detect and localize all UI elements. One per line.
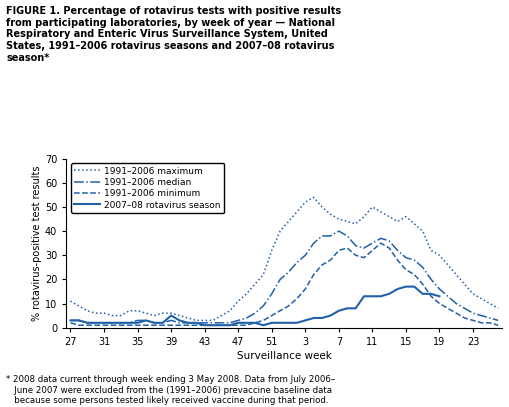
- 1991–2006 median: [276, 277, 282, 282]
- 2007–08 rotavirus season: [410, 284, 416, 289]
- 1991–2006 minimum: [352, 253, 358, 258]
- 2007–08 rotavirus season: [210, 323, 216, 328]
- 2007–08 rotavirus season: [218, 323, 224, 328]
- 2007–08 rotavirus season: [251, 320, 258, 325]
- 2007–08 rotavirus season: [419, 291, 425, 296]
- 2007–08 rotavirus season: [76, 318, 82, 323]
- 1991–2006 median: [84, 320, 90, 325]
- 2007–08 rotavirus season: [84, 320, 90, 325]
- 2007–08 rotavirus season: [327, 313, 333, 318]
- 1991–2006 median: [302, 253, 308, 258]
- 2007–08 rotavirus season: [369, 294, 375, 299]
- 1991–2006 maximum: [67, 299, 73, 304]
- 1991–2006 minimum: [76, 323, 82, 328]
- 1991–2006 maximum: [360, 214, 366, 219]
- Line: 1991–2006 median: 1991–2006 median: [70, 231, 497, 323]
- 2007–08 rotavirus season: [377, 294, 383, 299]
- Legend: 1991–2006 maximum, 1991–2006 median, 1991–2006 minimum, 2007–08 rotavirus season: 1991–2006 maximum, 1991–2006 median, 199…: [71, 163, 224, 213]
- 2007–08 rotavirus season: [168, 313, 174, 318]
- 2007–08 rotavirus season: [393, 287, 400, 291]
- 2007–08 rotavirus season: [235, 320, 241, 325]
- 2007–08 rotavirus season: [402, 284, 408, 289]
- 2007–08 rotavirus season: [436, 294, 442, 299]
- 2007–08 rotavirus season: [93, 320, 99, 325]
- 2007–08 rotavirus season: [126, 320, 132, 325]
- 2007–08 rotavirus season: [193, 320, 199, 325]
- 2007–08 rotavirus season: [118, 320, 124, 325]
- 1991–2006 median: [335, 229, 341, 234]
- 1991–2006 minimum: [109, 323, 115, 328]
- 1991–2006 maximum: [344, 219, 350, 224]
- Line: 1991–2006 maximum: 1991–2006 maximum: [70, 197, 497, 320]
- Y-axis label: % rotavirus-positive test results: % rotavirus-positive test results: [32, 165, 42, 321]
- 2007–08 rotavirus season: [318, 315, 324, 320]
- 2007–08 rotavirus season: [293, 320, 299, 325]
- 2007–08 rotavirus season: [67, 318, 73, 323]
- 1991–2006 median: [109, 320, 115, 325]
- 2007–08 rotavirus season: [143, 318, 149, 323]
- 1991–2006 maximum: [193, 318, 199, 323]
- 1991–2006 minimum: [335, 248, 341, 253]
- 1991–2006 maximum: [227, 309, 233, 313]
- 1991–2006 minimum: [377, 241, 383, 246]
- 2007–08 rotavirus season: [151, 320, 157, 325]
- 1991–2006 median: [494, 318, 500, 323]
- Text: FIGURE 1. Percentage of rotavirus tests with positive results
from participating: FIGURE 1. Percentage of rotavirus tests …: [6, 6, 341, 63]
- 2007–08 rotavirus season: [201, 323, 207, 328]
- 1991–2006 minimum: [67, 320, 73, 325]
- 1991–2006 maximum: [101, 311, 107, 315]
- Line: 1991–2006 minimum: 1991–2006 minimum: [70, 243, 497, 325]
- 2007–08 rotavirus season: [285, 320, 291, 325]
- 2007–08 rotavirus season: [276, 320, 282, 325]
- 1991–2006 median: [360, 245, 366, 250]
- 1991–2006 median: [344, 234, 350, 239]
- 2007–08 rotavirus season: [310, 315, 316, 320]
- 2007–08 rotavirus season: [385, 291, 391, 296]
- 1991–2006 median: [227, 320, 233, 325]
- Text: * 2008 data current through week ending 3 May 2008. Data from July 2006–
   June: * 2008 data current through week ending …: [6, 375, 335, 405]
- 1991–2006 maximum: [302, 200, 308, 205]
- 2007–08 rotavirus season: [134, 320, 140, 325]
- 1991–2006 maximum: [494, 306, 500, 311]
- 1991–2006 maximum: [276, 229, 282, 234]
- X-axis label: Surveillance week: Surveillance week: [236, 351, 331, 361]
- 2007–08 rotavirus season: [268, 320, 274, 325]
- 1991–2006 minimum: [276, 309, 282, 313]
- 2007–08 rotavirus season: [159, 320, 165, 325]
- 1991–2006 minimum: [227, 323, 233, 328]
- Line: 2007–08 rotavirus season: 2007–08 rotavirus season: [70, 287, 439, 325]
- 2007–08 rotavirus season: [184, 320, 190, 325]
- 2007–08 rotavirus season: [302, 318, 308, 323]
- 2007–08 rotavirus season: [227, 323, 233, 328]
- 2007–08 rotavirus season: [176, 318, 182, 323]
- 2007–08 rotavirus season: [344, 306, 350, 311]
- 2007–08 rotavirus season: [101, 320, 107, 325]
- 2007–08 rotavirus season: [335, 309, 341, 313]
- 2007–08 rotavirus season: [243, 320, 249, 325]
- 2007–08 rotavirus season: [260, 323, 266, 328]
- 2007–08 rotavirus season: [427, 291, 433, 296]
- 1991–2006 maximum: [310, 195, 316, 200]
- 1991–2006 minimum: [494, 323, 500, 328]
- 1991–2006 minimum: [302, 287, 308, 291]
- 2007–08 rotavirus season: [360, 294, 366, 299]
- 2007–08 rotavirus season: [352, 306, 358, 311]
- 1991–2006 median: [67, 318, 73, 323]
- 2007–08 rotavirus season: [109, 320, 115, 325]
